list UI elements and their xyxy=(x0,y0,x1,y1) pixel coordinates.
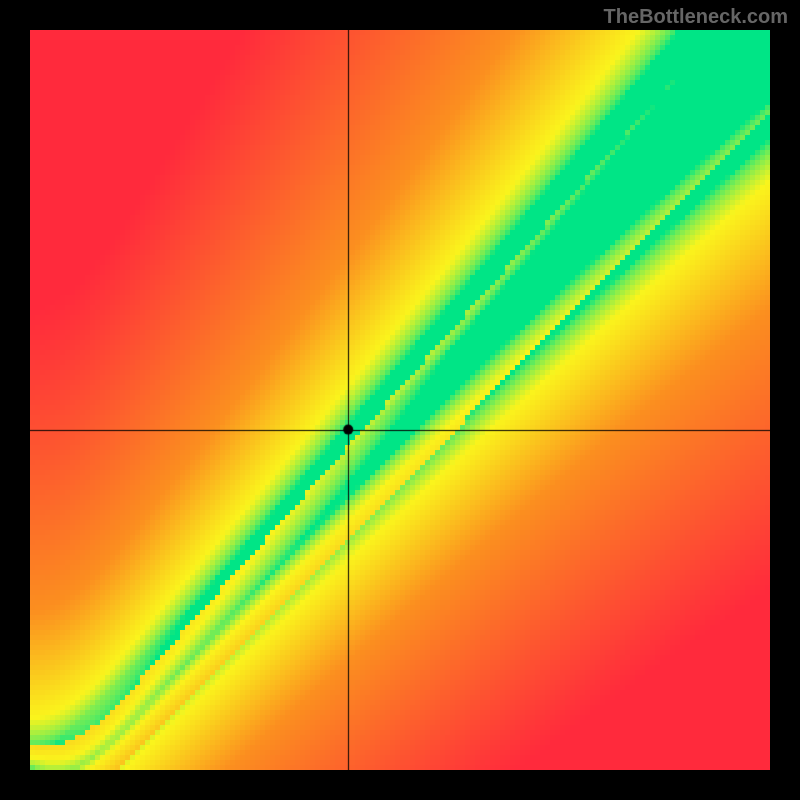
bottleneck-heatmap xyxy=(30,30,770,770)
chart-container: TheBottleneck.com xyxy=(0,0,800,800)
watermark-text: TheBottleneck.com xyxy=(604,6,788,29)
